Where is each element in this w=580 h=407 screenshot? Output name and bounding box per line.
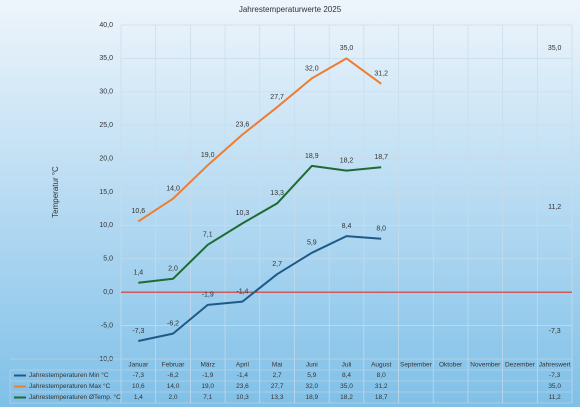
table-cell: -6,2 (167, 372, 179, 379)
table-cell: 14,0 (167, 383, 180, 390)
table-cell: 8,0 (377, 372, 386, 379)
table-cell: 18,7 (375, 394, 388, 401)
legend-label: Jahrestemperaturen Max °C (29, 382, 111, 390)
y-axis-label: Temperatur °C (51, 166, 60, 218)
data-label: 2,0 (168, 266, 178, 273)
data-label: 23,6 (236, 121, 250, 128)
data-label: -1,4 (236, 288, 248, 295)
table-cell: 10,3 (236, 394, 249, 401)
data-label: 8,0 (376, 226, 386, 233)
data-label: 18,7 (374, 154, 388, 161)
y-tick-label: 15,0 (99, 189, 113, 196)
table-cell: -7,3 (549, 372, 561, 379)
x-tick-label: August (371, 362, 391, 369)
legend-label: Jahrestemperaturen ØTemp. °C (29, 393, 121, 401)
x-tick-label: Februar (162, 362, 186, 369)
data-label: 13,3 (270, 190, 284, 197)
data-label: 1,4 (133, 270, 143, 277)
x-tick-label: Juni (306, 362, 318, 369)
table-cell: 1,4 (134, 394, 143, 401)
y-tick-label: 0,0 (103, 289, 113, 296)
x-tick-label: Januar (128, 362, 149, 369)
x-tick-label: April (236, 362, 250, 369)
data-label: 19,0 (201, 152, 215, 159)
table-cell: 13,3 (271, 394, 284, 401)
table-cell: 5,9 (307, 372, 316, 379)
data-label: -7,3 (549, 328, 561, 335)
table-cell: 7,1 (203, 394, 212, 401)
table-cell: 35,0 (548, 383, 561, 390)
x-tick-label: Oktober (439, 362, 463, 369)
data-label: 10,6 (132, 208, 146, 215)
x-tick-label: Dezember (505, 362, 536, 369)
data-label: -6,2 (167, 320, 179, 327)
legend-label: Jahrestemperaturen Min °C (29, 371, 109, 379)
table-cell: 32,0 (305, 383, 318, 390)
data-label: 14,0 (166, 186, 180, 193)
x-tick-label: Mai (272, 362, 282, 369)
data-label: 27,7 (270, 94, 284, 101)
x-tick-label: November (470, 362, 501, 369)
y-tick-label: 35,0 (99, 55, 113, 62)
data-label: -1,9 (202, 292, 214, 299)
data-label: 35,0 (340, 45, 354, 52)
table-cell: 18,2 (340, 394, 353, 401)
table-cell: 23,6 (236, 383, 249, 390)
table-cell: 2,7 (273, 372, 282, 379)
y-tick-label: 5,0 (103, 256, 113, 263)
table-cell: 19,0 (201, 383, 214, 390)
y-tick-label: 40,0 (99, 22, 113, 29)
data-label: 11,2 (548, 204, 561, 211)
table-cell: 27,7 (271, 383, 284, 390)
table-cell: -1,9 (202, 372, 214, 379)
x-tick-label: September (400, 362, 433, 369)
data-label: 31,2 (374, 71, 388, 78)
chart-title: Jahrestemperaturwerte 2025 (239, 5, 342, 14)
y-tick-label: -5,0 (101, 322, 113, 329)
table-cell: 2,0 (169, 394, 178, 401)
table-cell: 31,2 (375, 383, 388, 390)
y-tick-label: 25,0 (99, 122, 113, 129)
x-tick-label: Jahreswert (539, 362, 571, 369)
data-label: 5,9 (307, 240, 317, 247)
data-label: 18,9 (305, 153, 319, 160)
x-tick-label: Juli (342, 362, 352, 369)
x-tick-label: März (201, 362, 215, 369)
table-cell: -1,4 (237, 372, 249, 379)
table-cell: 11,2 (549, 394, 562, 401)
data-label: 35,0 (548, 45, 562, 52)
data-label: 7,1 (203, 232, 213, 239)
table-cell: 35,0 (340, 383, 353, 390)
table-cell: 18,9 (305, 394, 318, 401)
data-label: 8,4 (342, 223, 352, 230)
y-tick-label: 10,0 (99, 222, 113, 229)
data-label: 32,0 (305, 65, 319, 72)
data-label: 10,3 (236, 210, 250, 217)
table-cell: 8,4 (342, 372, 351, 379)
data-label: -7,3 (132, 328, 144, 335)
y-tick-label: 30,0 (99, 89, 113, 96)
y-tick-label: 20,0 (99, 155, 113, 162)
table-cell: 10,6 (132, 383, 145, 390)
data-label: 2,7 (272, 261, 282, 268)
table-cell: -7,3 (133, 372, 145, 379)
data-label: 18,2 (340, 157, 354, 164)
